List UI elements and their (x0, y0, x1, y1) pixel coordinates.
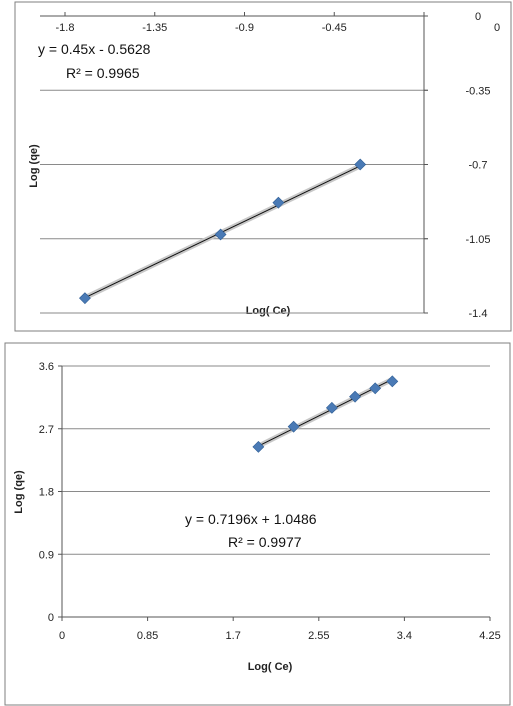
chart2-frame (4, 342, 511, 706)
chart1-x-tick-label: -0.45 (322, 22, 347, 34)
chart1-data-point (214, 228, 227, 241)
chart2-equation: y = 0.7196x + 1.0486 (185, 511, 317, 527)
chart2-data-point (349, 390, 361, 403)
chart1-y-tick-label: -1.05 (465, 234, 490, 246)
chart2-xlabel: Log( Ce) (248, 661, 293, 673)
chart1-y-tick-label: -1.4 (469, 308, 488, 320)
chart1-y-tick-label: -0.35 (465, 85, 490, 97)
chart2-data-point (287, 420, 300, 433)
chart2-plot: y = 0.7196x + 1.0486 R² = 0.9977 Log( Ce… (13, 361, 501, 673)
chart1-data-point (79, 292, 91, 305)
chart2-x-tick-label: 2.55 (308, 630, 329, 642)
chart2-x-tick-label: 1.7 (226, 630, 241, 642)
chart2-data-point (369, 382, 382, 395)
chart2-y-tick-label: 1.8 (39, 487, 54, 499)
chart2-data-point (325, 401, 338, 414)
chart1-xlabel: Log( Ce) (246, 305, 291, 317)
chart2-y-tick-label: 2.7 (39, 424, 54, 436)
chart1-y-tick-label: 0 (475, 11, 481, 23)
chart1-equation: y = 0.45x - 0.5628 (38, 41, 151, 57)
chart1-plot: y = 0.45x - 0.5628 R² = 0.9965 Log( Ce) … (28, 11, 500, 320)
chart2-y-tick-label: 0 (48, 612, 54, 624)
chart1-x-tick-label: -1.8 (56, 22, 75, 34)
chart2-y-tick-label: 0.9 (39, 549, 54, 561)
chart1-data-point (272, 196, 285, 209)
chart2-ylabel: Log (qe) (13, 470, 25, 514)
chart2-x-tick-label: 3.4 (397, 630, 412, 642)
chart2-r2: R² = 0.9977 (228, 534, 302, 550)
chart1-x-tick-label: -0.9 (235, 22, 254, 34)
chart2-x-tick-label: 4.25 (479, 630, 500, 642)
chart2-x-tick-label: 0 (59, 630, 65, 642)
chart1-data-point (354, 158, 367, 171)
chart2-x-tick-label: 0.85 (137, 630, 158, 642)
chart1-ylabel: Log (qe) (28, 144, 40, 188)
chart1-y-tick-label: -0.7 (469, 160, 488, 172)
chart1-frame (14, 1, 512, 332)
chart2-data-point (252, 440, 265, 453)
chart1-x-tick-label: 0 (494, 22, 500, 34)
chart2-data-point (386, 375, 399, 388)
chart2-y-tick-label: 3.6 (39, 361, 54, 373)
chart1-x-tick-label: -1.35 (142, 22, 167, 34)
chart1-r2: R² = 0.9965 (66, 65, 140, 81)
